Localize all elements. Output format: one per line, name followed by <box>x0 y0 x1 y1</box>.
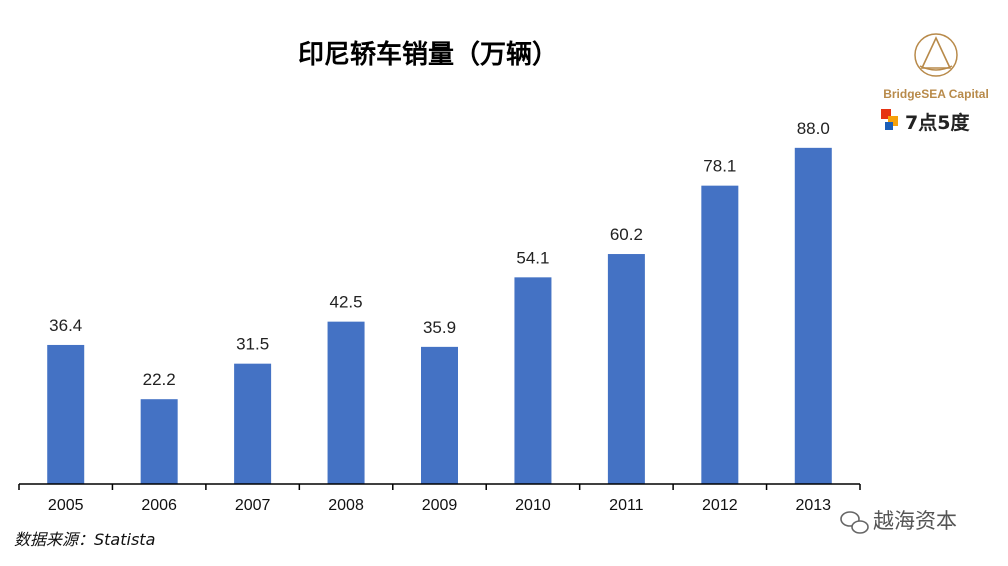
source-note: 数据来源：Statista <box>14 530 155 549</box>
wechat-bubble-icon <box>840 511 860 527</box>
x-tick-label-2005: 2005 <box>48 497 84 514</box>
bar-group <box>47 147 832 484</box>
x-tick-label-2009: 2009 <box>422 497 458 514</box>
x-tick-label-2008: 2008 <box>328 497 364 514</box>
x-tick-label-2013: 2013 <box>795 497 831 514</box>
x-tick-label-group: 2005 2006 2007 2008 2009 2010 2011 2012 2013 <box>48 497 831 514</box>
sail-icon <box>920 36 952 69</box>
seven-point-five-logo-text: 7点5度 <box>905 111 970 134</box>
value-label-2007: 31.5 <box>236 335 269 354</box>
value-label-2008: 42.5 <box>330 293 363 312</box>
logo-square-orange-icon <box>888 116 898 126</box>
value-label-2011: 60.2 <box>610 225 643 244</box>
value-label-2006: 22.2 <box>143 370 176 389</box>
bar-2005 <box>47 344 85 484</box>
x-tick-group <box>18 484 861 490</box>
bar-2007 <box>234 363 272 484</box>
x-tick-label-2007: 2007 <box>235 497 271 514</box>
x-tick-label-2006: 2006 <box>141 497 177 514</box>
value-label-2009: 35.9 <box>423 318 456 337</box>
bar-2012 <box>701 185 739 484</box>
bar-2006 <box>140 399 178 484</box>
value-label-group: 36.4 22.2 31.5 42.5 35.9 54.1 60.2 78.1 88.0 <box>49 119 830 389</box>
bar-2009 <box>421 346 458 484</box>
wave-icon <box>919 65 953 71</box>
bar-2008 <box>327 321 365 484</box>
x-tick-label-2011: 2011 <box>609 497 644 514</box>
logo-square-blue-icon <box>885 122 893 130</box>
wechat-bubble-icon-2 <box>851 520 869 534</box>
value-label-2005: 36.4 <box>49 316 82 335</box>
value-label-2010: 54.1 <box>516 248 549 267</box>
bar-2013 <box>794 147 832 484</box>
watermark-text: 越海资本 <box>873 509 957 533</box>
value-label-2013: 88.0 <box>797 119 830 138</box>
bridgesea-logo-text: BridgeSEA Capital <box>883 87 989 101</box>
chart-title: 印尼轿车销量（万辆） <box>298 39 558 70</box>
bar-2010 <box>514 277 552 484</box>
logo-square-red-icon <box>881 109 891 119</box>
bar-2011 <box>607 254 645 484</box>
bridgesea-logo: BridgeSEA Capital <box>883 33 989 101</box>
x-tick-label-2012: 2012 <box>702 497 738 514</box>
logo-ring-icon <box>914 33 958 77</box>
value-label-2012: 78.1 <box>703 157 736 176</box>
x-tick-label-2010: 2010 <box>515 497 551 514</box>
seven-point-five-logo: 7点5度 <box>881 109 970 134</box>
wechat-watermark: 越海资本 <box>840 509 957 534</box>
